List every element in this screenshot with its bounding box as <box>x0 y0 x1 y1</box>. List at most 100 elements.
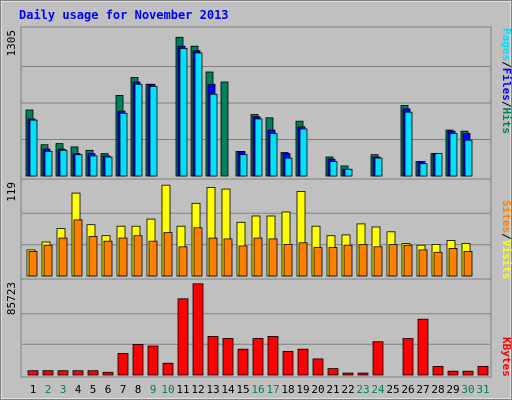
kbytes-bar <box>282 350 294 376</box>
kbytes-bar <box>222 338 234 376</box>
pages-bar <box>179 48 188 177</box>
pages-bar <box>344 168 353 177</box>
hits-axis-max-label: 1305 <box>5 30 18 57</box>
kbytes-bar <box>267 335 279 376</box>
chart-title: Daily usage for November 2013 <box>19 8 229 22</box>
kbytes-bar <box>192 283 204 376</box>
legend-hits: Hits <box>500 108 512 135</box>
kbytes-bar <box>462 370 474 376</box>
x-tick-label: 16 <box>251 383 264 396</box>
pages-bar <box>134 83 143 177</box>
x-tick-label: 19 <box>296 383 309 396</box>
x-tick-label: 11 <box>176 383 189 396</box>
x-tick-label: 12 <box>191 383 204 396</box>
hits-legend: Pages/Files/Hits <box>500 28 512 134</box>
pages-bar <box>464 139 473 177</box>
sites-bar <box>358 243 368 277</box>
pages-bar <box>29 119 38 177</box>
kbytes-bar <box>447 370 459 376</box>
sites-bar <box>148 240 158 277</box>
x-tick-label: 14 <box>221 383 235 396</box>
sites-bar <box>163 232 173 277</box>
sites-bar <box>253 237 263 277</box>
legend-separator: / <box>500 101 512 108</box>
kbytes-bar <box>342 372 354 376</box>
x-tick-label: 25 <box>386 383 399 396</box>
kbytes-axis-max-label: 85723 <box>5 282 18 315</box>
x-tick-label: 5 <box>90 383 97 396</box>
kbytes-bar <box>42 370 54 376</box>
sites-bar <box>328 247 338 277</box>
x-tick-label: 7 <box>120 383 127 396</box>
pages-bar <box>404 111 413 177</box>
pages-bar <box>284 157 293 177</box>
sites-bar <box>73 219 83 277</box>
sites-bar <box>118 237 128 277</box>
kbytes-bar <box>72 370 84 376</box>
legend-sites: Sites <box>500 200 512 233</box>
visits-legend: Sites/Visits <box>500 200 512 280</box>
x-tick-label: 4 <box>75 383 82 396</box>
kbytes-bar <box>327 368 339 376</box>
kbytes-bar <box>132 343 144 376</box>
pages-bar <box>89 155 98 177</box>
sites-bar <box>133 235 143 277</box>
sites-bar <box>343 244 353 277</box>
sites-bar <box>433 251 443 277</box>
kbytes-bar <box>312 358 324 376</box>
legend-files: Files <box>500 68 512 101</box>
kbytes-bar <box>207 335 219 376</box>
sites-bar <box>403 244 413 277</box>
legend-separator: / <box>500 61 512 68</box>
pages-bar <box>269 133 278 177</box>
pages-bar <box>434 153 443 177</box>
kbytes-bar <box>117 353 129 376</box>
x-tick-label: 9 <box>150 383 157 396</box>
pages-bar <box>119 112 128 177</box>
x-tick-label: 28 <box>431 383 444 396</box>
sites-bar <box>43 244 53 277</box>
sites-bar <box>283 243 293 277</box>
sites-bar <box>178 246 188 277</box>
kbytes-bar <box>27 370 39 376</box>
x-tick-label: 2 <box>45 383 52 396</box>
pages-bar <box>149 86 158 177</box>
x-tick-label: 23 <box>356 383 369 396</box>
pages-bar <box>449 133 458 177</box>
kbytes-bar <box>477 365 489 376</box>
pages-bar <box>299 128 308 177</box>
kbytes-bar <box>357 372 369 376</box>
kbytes-bar <box>432 365 444 376</box>
pages-bar <box>59 149 68 177</box>
x-tick-label: 24 <box>371 383 385 396</box>
pages-bar <box>104 156 113 177</box>
x-tick-label: 17 <box>266 383 279 396</box>
kbytes-bar <box>237 348 249 376</box>
x-tick-label: 31 <box>476 383 489 396</box>
kbytes-bar <box>177 298 189 376</box>
legend-pages: Pages <box>500 28 512 61</box>
x-tick-label: 30 <box>461 383 474 396</box>
sites-bar <box>268 238 278 277</box>
pages-bar <box>209 93 218 177</box>
x-tick-label: 1 <box>30 383 37 396</box>
sites-bar <box>103 240 113 277</box>
kbytes-legend: KBytes <box>500 337 512 377</box>
x-tick-label: 20 <box>311 383 324 396</box>
sites-bar <box>418 249 428 277</box>
x-axis-labels: 1 2 3 4 5 6 7 8 9 10 11 12 13 14 15 16 17 18 19 20 21 22 23 24 2… <box>30 383 490 396</box>
kbytes-bar <box>297 348 309 376</box>
x-tick-label: 13 <box>206 383 219 396</box>
x-tick-label: 29 <box>446 383 459 396</box>
legend-kbytes: KBytes <box>500 337 512 377</box>
legend-visits: Visits <box>500 240 512 280</box>
visits-axis-max-label: 119 <box>5 182 18 202</box>
sites-bar <box>238 245 248 277</box>
sites-bar <box>223 238 233 277</box>
kbytes-bar <box>162 362 174 376</box>
sites-bar <box>463 251 473 277</box>
pages-bar <box>194 52 203 177</box>
pages-bar <box>239 154 248 177</box>
